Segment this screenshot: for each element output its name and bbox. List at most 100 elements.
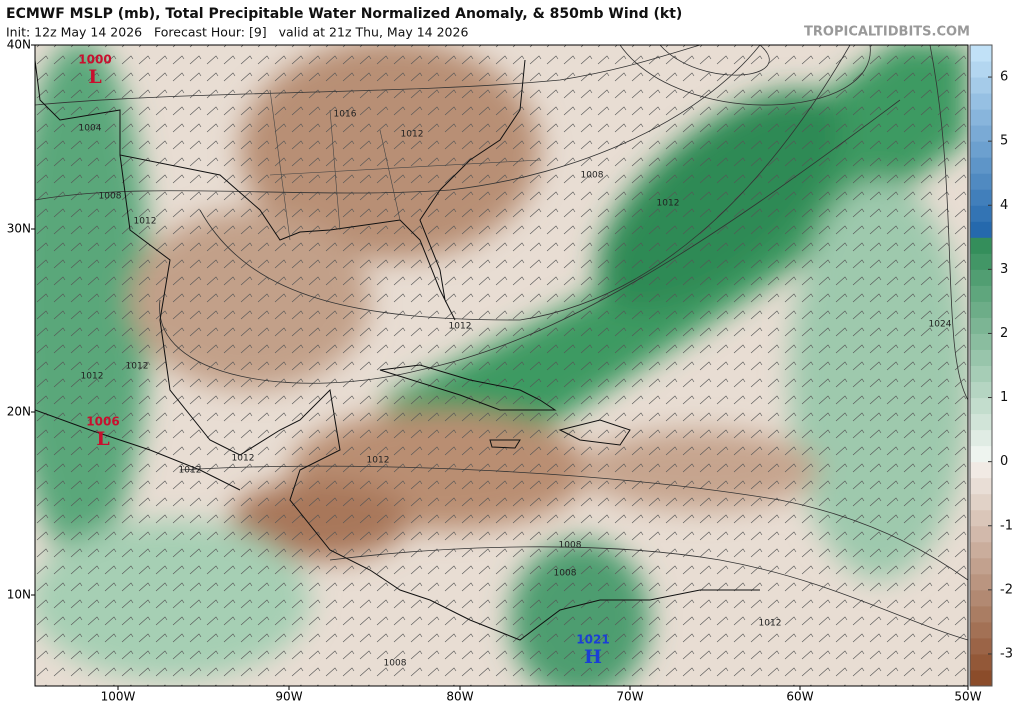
- colorbar-label: 2: [1000, 326, 1008, 341]
- colorbar-segment: [970, 173, 992, 190]
- colorbar-label: 0: [1000, 454, 1008, 469]
- colorbar-label: 1: [1000, 390, 1008, 405]
- map-frame: [34, 44, 969, 687]
- isobar-label: 1008: [99, 192, 122, 202]
- colorbar-segment: [970, 493, 992, 511]
- title: ECMWF MSLP (mb), Total Precipitable Wate…: [6, 6, 682, 22]
- colorbar-segment: [970, 509, 992, 527]
- colorbar-segment: [970, 301, 992, 318]
- isobar: [329, 546, 968, 641]
- isobar-label: 1004: [79, 124, 102, 134]
- isobar-label: 1012: [232, 454, 255, 464]
- colorbar-segment: [970, 125, 992, 142]
- lon-label: 70W: [616, 690, 643, 704]
- isobar-label: 1008: [554, 569, 577, 579]
- state-border: [269, 89, 541, 241]
- colorbar-segment: [970, 461, 992, 479]
- watermark: TROPICALTIDBITS.COM: [804, 25, 970, 40]
- isobar-label: 1012: [126, 362, 149, 372]
- colorbar-segment: [970, 637, 992, 655]
- lon-label: 80W: [446, 690, 473, 704]
- isobar: [35, 45, 761, 201]
- colorbar-label: 6: [1000, 70, 1008, 85]
- colorbar-segment: [970, 189, 992, 206]
- colorbar-segment: [970, 669, 992, 687]
- isobar: [179, 465, 968, 581]
- lon-label: 90W: [275, 690, 302, 704]
- colorbar-segment: [970, 333, 992, 350]
- colorbar-segment: [970, 141, 992, 158]
- coastline: [119, 154, 760, 641]
- colorbar-segment: [970, 45, 992, 62]
- center-pressure: 1006: [86, 415, 119, 429]
- colorbar-segment: [970, 445, 992, 463]
- colorbar-segment: [970, 621, 992, 639]
- colorbar-segment: [970, 157, 992, 174]
- colorbar-segment: [970, 397, 992, 415]
- colorbar-segment: [970, 557, 992, 575]
- isobar-label: 1012: [401, 130, 424, 140]
- map-area: 1004 1008 1012 1016 1012 1008 1012 1012 1024 1012…: [35, 45, 968, 686]
- isobar-label: 1008: [581, 171, 604, 181]
- colorbar-segment: [970, 221, 992, 238]
- lon-label: 100W: [101, 690, 136, 704]
- coastline: [379, 364, 557, 411]
- colorbar-segment: [970, 365, 992, 383]
- colorbar-segment: [970, 541, 992, 559]
- isobar-label: 1012: [81, 372, 104, 382]
- colorbar-segment: [970, 237, 992, 254]
- colorbar-segment: [970, 77, 992, 94]
- colorbar-segment: [970, 317, 992, 334]
- colorbar-segment: [970, 429, 992, 447]
- lon-label: 60W: [786, 690, 813, 704]
- coastline: [35, 409, 241, 491]
- colorbar-label: 5: [1000, 134, 1008, 149]
- colorbar-segment: [970, 381, 992, 399]
- isobar-label: 1012: [449, 322, 472, 332]
- center-pressure: 1000: [78, 53, 111, 67]
- init-line: Init: 12z May 14 2026 Forecast Hour: [9]…: [6, 25, 468, 40]
- wind-barbs: [35, 45, 968, 686]
- colorbar-segment: [970, 477, 992, 495]
- colorbar-segment: [970, 349, 992, 366]
- isobar-label: 1024: [929, 320, 952, 330]
- colorbar-segment: [970, 285, 992, 302]
- axes: 40N 30N 20N 10N 100W 90W 80W 70W 60W 50W: [7, 38, 982, 704]
- isobar: [35, 45, 701, 106]
- colorbar: 6 5 4 3 2 1 0 -1 -2 -3: [969, 44, 1013, 687]
- colorbar-label: -2: [1000, 582, 1013, 597]
- colorbar-segment: [970, 61, 992, 78]
- coastlines: [35, 59, 760, 641]
- colorbar-segment: [970, 573, 992, 591]
- isobars: [35, 45, 968, 641]
- colorbar-segment: [970, 605, 992, 623]
- lon-label: 50W: [954, 690, 981, 704]
- colorbar-segment: [970, 269, 992, 286]
- colorbar-segment: [970, 93, 992, 110]
- colorbar-label: -3: [1000, 646, 1013, 661]
- center-symbol: L: [88, 66, 101, 88]
- colorbar-frame: [969, 44, 993, 687]
- center-symbol: L: [96, 428, 109, 450]
- colorbar-segment: [970, 109, 992, 126]
- colorbar-segment: [970, 589, 992, 607]
- coastline: [35, 59, 526, 321]
- isobar-label: 1012: [759, 619, 782, 629]
- colorbar-label: -1: [1000, 518, 1013, 533]
- colorbar-label: 3: [1000, 262, 1008, 277]
- colorbar-segment: [970, 253, 992, 270]
- isobar-label: 1008: [384, 659, 407, 669]
- lat-label: 30N: [7, 222, 31, 236]
- colorbar-segment: [970, 653, 992, 671]
- isobar-label: 1008: [559, 541, 582, 551]
- isobar: [659, 45, 770, 76]
- isobar-label: 1016: [334, 110, 357, 120]
- coastline: [558, 419, 631, 446]
- isobar-label: 1012: [134, 217, 157, 227]
- colorbar-segment: [970, 525, 992, 543]
- colorbar-segment: [970, 413, 992, 431]
- isobar: [159, 99, 901, 384]
- coastline: [489, 439, 521, 449]
- isobar-label: 1012: [657, 199, 680, 209]
